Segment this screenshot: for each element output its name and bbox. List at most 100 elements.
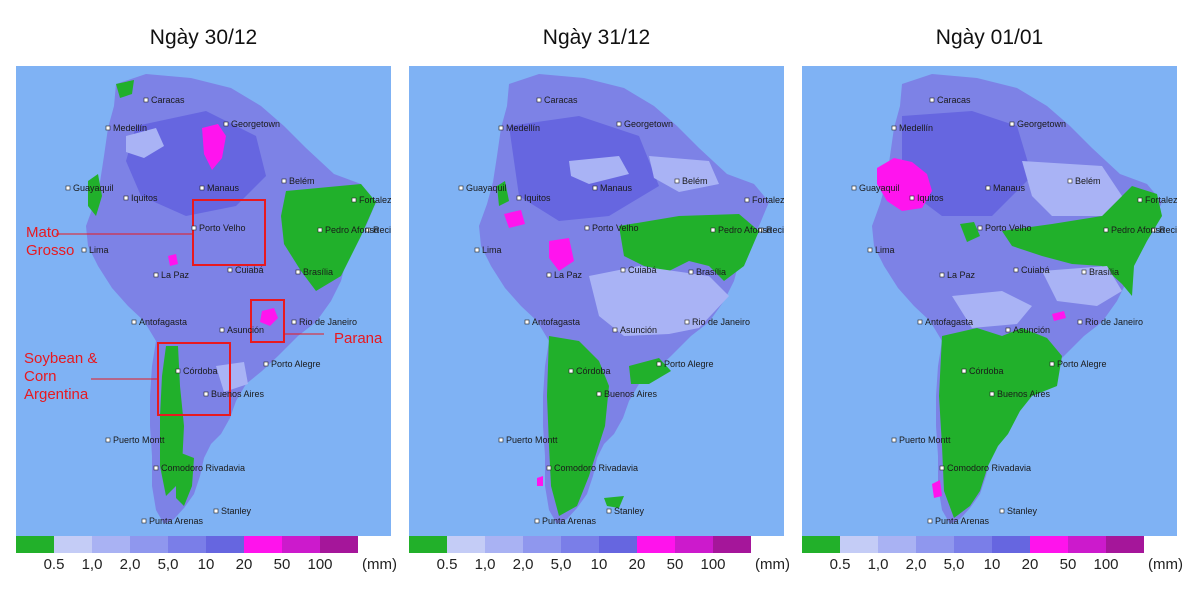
legend-tick: 2,0	[905, 556, 927, 573]
city-marker	[143, 97, 149, 103]
legend-swatch	[92, 536, 130, 553]
legend-tick: 10	[197, 556, 215, 573]
city-label: Medellín	[506, 123, 540, 133]
legend-tick: 100	[700, 556, 726, 573]
city-label: Comodoro Rivadavia	[554, 463, 638, 473]
city-label: Comodoro Rivadavia	[947, 463, 1031, 473]
city-label: Asunción	[227, 325, 264, 335]
city-marker	[1081, 269, 1087, 275]
city-label: Buenos Aires	[604, 389, 658, 399]
city-label: Buenos Aires	[997, 389, 1051, 399]
city-label: Córdoba	[576, 366, 611, 376]
city-label: Lima	[89, 245, 109, 255]
legend-1: 0.5 1,0 2,0 5,0 10 20 50 100 (mm)	[16, 536, 397, 596]
city-label: Porto Alegre	[664, 359, 714, 369]
city-marker	[203, 391, 209, 397]
city-marker	[458, 185, 464, 191]
legend-tick: 0.5	[43, 556, 65, 573]
city-marker	[175, 368, 181, 374]
city-marker	[1005, 327, 1011, 333]
city-label: Pedro Afonso	[718, 225, 772, 235]
city-marker	[81, 247, 87, 253]
panel-title: Ngày 01/01	[935, 26, 1044, 49]
city-marker	[744, 197, 750, 203]
legend-swatch	[485, 536, 523, 553]
city-marker	[927, 518, 933, 524]
annotation-boxes	[56, 199, 324, 416]
city-marker	[999, 508, 1005, 514]
city-marker	[516, 195, 522, 201]
dry-areas	[497, 181, 759, 516]
city-label: Rio de Janeiro	[692, 317, 750, 327]
legend-swatch	[840, 536, 878, 553]
legend-tick: 0.5	[436, 556, 458, 573]
city-label: Belém	[1075, 176, 1101, 186]
city-label: Brasília	[1089, 267, 1119, 277]
city-label: Medellín	[113, 123, 147, 133]
city-label: Comodoro Rivadavia	[161, 463, 245, 473]
city-marker	[758, 227, 764, 233]
light-rain	[569, 156, 729, 336]
legend-swatch	[282, 536, 320, 553]
light-rain	[126, 128, 248, 392]
city-marker	[219, 327, 225, 333]
city-marker	[584, 225, 590, 231]
legend-tick: 50	[666, 556, 684, 573]
city-label: Brasília	[303, 267, 333, 277]
legend-swatch	[675, 536, 713, 553]
city-label: Porto Velho	[199, 223, 246, 233]
city-marker	[867, 247, 873, 253]
panel-title: Ngày 31/12	[542, 26, 651, 49]
city-marker	[985, 185, 991, 191]
legend-swatch	[916, 536, 954, 553]
city-label: Córdoba	[969, 366, 1004, 376]
city-marker	[227, 267, 233, 273]
city-marker	[105, 125, 111, 131]
city-marker	[123, 195, 129, 201]
annotation-argentina: Soybean & Corn Argentina	[24, 350, 110, 404]
city-marker	[546, 272, 552, 278]
map-panel-2: Ngày 31/12 Caracas Medellín Georgetown Mana…	[409, 0, 790, 600]
legend-swatch	[320, 536, 358, 553]
city-label: Antofagasta	[925, 317, 973, 327]
legend-tick: 20	[1021, 556, 1039, 573]
annotation-label: Parana	[334, 330, 383, 347]
city-marker	[612, 327, 618, 333]
annotation-mato-grosso: Mato Grosso	[26, 224, 106, 260]
city-label: Antofagasta	[532, 317, 580, 327]
city-label: Stanley	[1007, 506, 1038, 516]
city-label: Asunción	[1013, 325, 1050, 335]
precipitation-map-2: Caracas Medellín Georgetown Manaus Belém Guay…	[409, 66, 784, 536]
city-label: Punta Arenas	[935, 516, 990, 526]
legend-swatch	[523, 536, 561, 553]
city-label: Iquitos	[131, 193, 158, 203]
city-label: Belém	[289, 176, 315, 186]
city-label: Caracas	[937, 95, 971, 105]
city-label: Cuiabá	[628, 265, 657, 275]
city-label: Puerto Montt	[899, 435, 951, 445]
city-label: Iquitos	[917, 193, 944, 203]
legend-swatch	[130, 536, 168, 553]
city-marker	[153, 272, 159, 278]
legend-tick: 20	[628, 556, 646, 573]
legend-2: 0.5 1,0 2,0 5,0 10 20 50 100 (mm)	[409, 536, 790, 596]
legend-swatch	[954, 536, 992, 553]
city-label: Stanley	[614, 506, 645, 516]
city-marker	[263, 361, 269, 367]
map-panel-1: Ngày 30/12 C	[16, 0, 397, 600]
city-marker	[891, 437, 897, 443]
city-label: Georgetown	[231, 119, 280, 129]
map-panel-3: Ngày 01/01 Caracas Medellín Georgetown Mana…	[802, 0, 1183, 600]
legend-tick: 1,0	[474, 556, 496, 573]
precipitation-map-3: Caracas Medellín Georgetown Manaus Belém Guay…	[802, 66, 1177, 536]
legend-tick: 10	[590, 556, 608, 573]
annotation-parana: Parana	[334, 330, 382, 348]
city-marker	[1049, 361, 1055, 367]
city-label: Lima	[875, 245, 895, 255]
city-marker	[1137, 197, 1143, 203]
city-marker	[1151, 227, 1157, 233]
city-marker	[620, 267, 626, 273]
city-label: Lima	[482, 245, 502, 255]
city-label: Fortaleza	[359, 195, 391, 205]
city-label: Porto Velho	[592, 223, 639, 233]
